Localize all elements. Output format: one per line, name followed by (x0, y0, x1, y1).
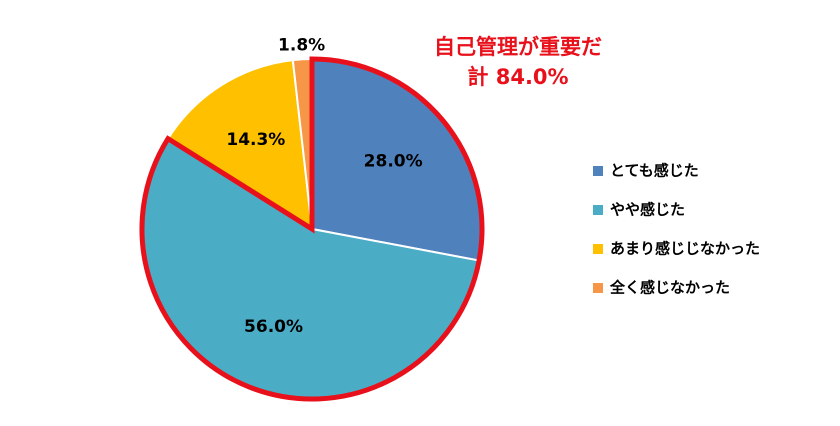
legend-label: 全く感じなかった (609, 279, 730, 297)
annotation: 自己管理が重要だ (434, 35, 602, 59)
legend-swatch (593, 166, 603, 176)
legend-swatch (593, 283, 603, 293)
data-label: 14.3% (226, 130, 285, 150)
annotation: 計 84.0% (467, 65, 568, 89)
legend-swatch (593, 244, 603, 254)
pie-slice (166, 58, 314, 231)
legend-label: とても感じた (610, 162, 699, 180)
data-label: 28.0% (364, 152, 423, 172)
legend-swatch (593, 205, 603, 215)
data-label: 1.8% (278, 35, 325, 55)
data-label: 56.0% (244, 317, 303, 337)
legend-label: やや感じた (610, 201, 685, 219)
legend-label: あまり感じじなかった (610, 240, 760, 258)
highlight-outline (139, 56, 485, 402)
